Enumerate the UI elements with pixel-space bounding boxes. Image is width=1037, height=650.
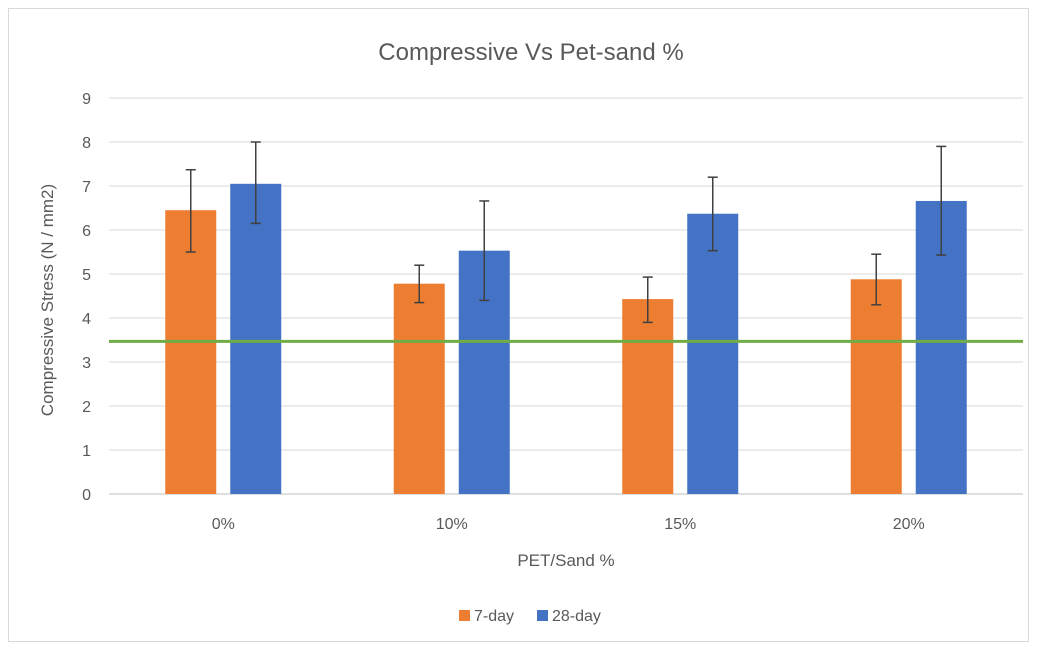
error-bar xyxy=(479,200,490,302)
y-axis-ticks: 0 1 2 3 4 5 6 7 8 9 xyxy=(82,91,91,504)
legend-label-28-day: 28-day xyxy=(552,608,601,625)
bar-7-day xyxy=(622,299,674,494)
bar-28-day xyxy=(230,183,282,495)
chart-title: Compressive Vs Pet-sand % xyxy=(378,39,683,66)
error-bar xyxy=(250,141,261,225)
y-tick-label: 3 xyxy=(82,355,91,372)
y-tick-label: 9 xyxy=(82,91,91,108)
y-tick-label: 6 xyxy=(82,223,91,240)
error-bar xyxy=(871,253,882,306)
y-tick-label: 5 xyxy=(82,267,91,284)
legend-swatch-7-day xyxy=(459,610,470,621)
x-tick-label: 10% xyxy=(436,516,468,533)
legend-swatch-28-day xyxy=(537,610,548,621)
error-bar xyxy=(642,276,653,324)
legend-label-7-day: 7-day xyxy=(474,608,514,625)
y-tick-label: 2 xyxy=(82,399,91,416)
legend: 7-day 28-day xyxy=(459,608,601,625)
y-tick-label: 1 xyxy=(82,443,91,460)
bars xyxy=(165,183,967,495)
y-tick-label: 4 xyxy=(82,311,91,328)
bar-7-day xyxy=(850,279,902,494)
x-axis-ticks: 0% 10% 15% 20% xyxy=(212,516,925,533)
x-axis-label: PET/Sand % xyxy=(517,551,614,570)
error-bar xyxy=(414,264,425,304)
bar-28-day xyxy=(687,213,739,494)
y-axis-label: Compressive Stress (N / mm2) xyxy=(38,184,57,416)
y-tick-label: 0 xyxy=(82,487,91,504)
bar-chart: Compressive Vs Pet-sand % 0 1 2 3 4 5 6 7 8 9 0% 1… xyxy=(38,39,1023,625)
bar-7-day xyxy=(165,210,217,494)
x-tick-label: 20% xyxy=(893,516,925,533)
error-bar xyxy=(707,176,718,252)
bar-7-day xyxy=(393,283,445,494)
y-tick-label: 7 xyxy=(82,179,91,196)
chart-container: Compressive Vs Pet-sand % 0 1 2 3 4 5 6 7 8 9 0% 1… xyxy=(8,8,1029,642)
error-bar xyxy=(936,145,947,256)
x-tick-label: 0% xyxy=(212,516,235,533)
error-bar xyxy=(185,168,196,253)
error-bars xyxy=(185,141,947,324)
x-tick-label: 15% xyxy=(664,516,696,533)
y-tick-label: 8 xyxy=(82,135,91,152)
